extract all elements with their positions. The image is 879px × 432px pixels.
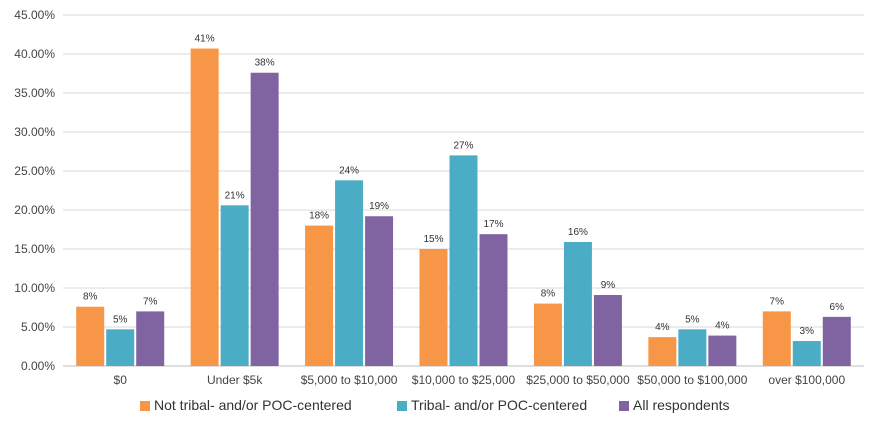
data-label: 18% (309, 211, 329, 222)
bar (365, 216, 394, 366)
bar (563, 241, 592, 366)
data-label: 7% (143, 296, 158, 307)
bar (190, 48, 219, 366)
data-label: 4% (715, 321, 730, 332)
x-axis-tick-labels: $0 Under $5k $5,000 to $10,000 $10,000 to $… (114, 373, 846, 387)
data-label: 27% (453, 140, 473, 151)
x-tick-label: $5,000 to $10,000 (301, 373, 398, 387)
y-tick-label: 25.00% (14, 164, 55, 178)
bar (136, 311, 165, 366)
y-tick-label: 10.00% (14, 281, 55, 295)
data-label: 3% (800, 326, 815, 337)
bar (419, 249, 448, 366)
bar (335, 180, 364, 366)
legend-swatch (619, 401, 629, 411)
data-label: 4% (655, 322, 670, 333)
legend-label: All respondents (633, 397, 730, 413)
bar (708, 335, 737, 366)
legend: Not tribal- and/or POC-centered Tribal- a… (140, 397, 730, 413)
data-labels: 8% 5% 7% 41% 21% 38% 18% 24% 19% 15% 27% 17% 8% 16% 9%… (83, 34, 844, 338)
bar (76, 306, 105, 366)
data-label: 16% (568, 227, 588, 238)
bar (648, 337, 677, 366)
x-tick-label: $25,000 to $50,000 (526, 373, 630, 387)
y-tick-label: 0.00% (21, 359, 55, 373)
y-tick-label: 45.00% (14, 8, 55, 22)
data-label: 41% (195, 34, 215, 45)
bar (220, 205, 249, 366)
bar (479, 234, 508, 366)
x-tick-label: $50,000 to $100,000 (637, 373, 747, 387)
y-tick-label: 30.00% (14, 125, 55, 139)
legend-label: Not tribal- and/or POC-centered (154, 397, 352, 413)
data-label: 5% (685, 314, 700, 325)
y-tick-label: 20.00% (14, 203, 55, 217)
data-label: 24% (339, 165, 359, 176)
bar (305, 225, 334, 366)
legend-label: Tribal- and/or POC-centered (411, 397, 587, 413)
y-tick-label: 5.00% (21, 320, 55, 334)
y-tick-label: 35.00% (14, 86, 55, 100)
data-label: 6% (830, 302, 845, 313)
bars (76, 48, 851, 366)
bar (533, 303, 562, 366)
data-label: 5% (113, 314, 128, 325)
bar (250, 72, 279, 366)
bar (449, 155, 478, 366)
data-label: 7% (770, 296, 785, 307)
data-label: 19% (369, 201, 389, 212)
bar (822, 316, 851, 366)
data-label: 8% (83, 292, 98, 303)
data-label: 9% (601, 280, 616, 291)
bar (792, 341, 821, 366)
y-axis-tick-labels: 0.00% 5.00% 10.00% 15.00% 20.00% 25.00% 30.00%… (14, 8, 55, 373)
bar (593, 295, 622, 366)
legend-swatch (140, 401, 150, 411)
bar (678, 329, 707, 366)
x-tick-label: $0 (114, 373, 128, 387)
data-label: 38% (255, 58, 275, 69)
data-label: 21% (225, 190, 245, 201)
data-label: 17% (483, 219, 503, 230)
x-tick-label: Under $5k (207, 373, 263, 387)
y-tick-label: 15.00% (14, 242, 55, 256)
y-tick-label: 40.00% (14, 47, 55, 61)
bar (762, 311, 791, 366)
data-label: 8% (541, 289, 556, 300)
bar (106, 329, 135, 366)
legend-swatch (397, 401, 407, 411)
x-tick-label: over $100,000 (768, 373, 845, 387)
x-tick-label: $10,000 to $25,000 (412, 373, 516, 387)
data-label: 15% (423, 234, 443, 245)
